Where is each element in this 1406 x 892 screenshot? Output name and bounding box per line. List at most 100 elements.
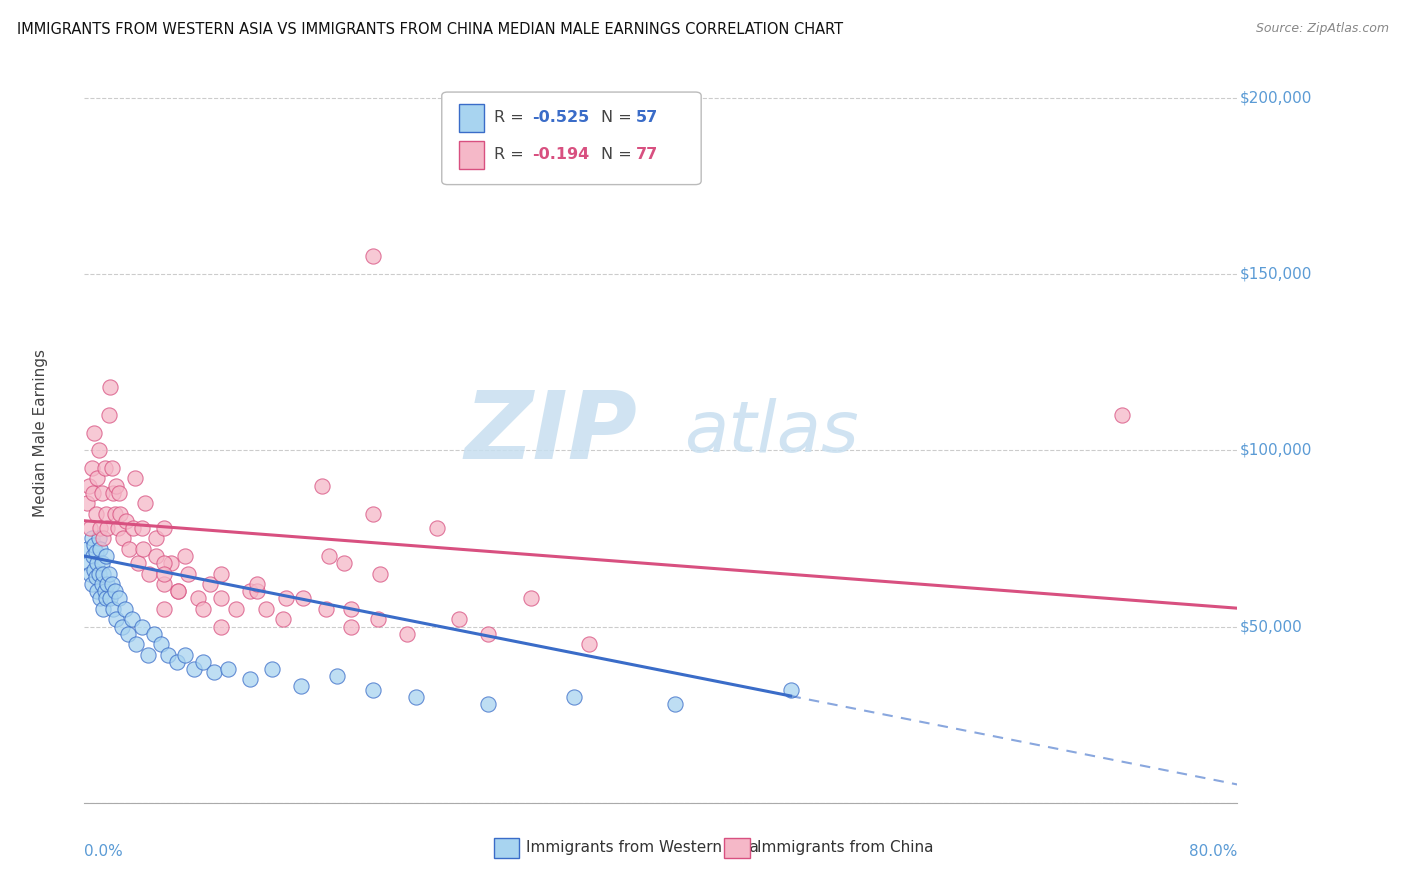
Point (80, 577, 103, 591)
Point (361, 507, 384, 521)
Point (290, 680, 312, 694)
Point (239, 584, 262, 599)
Point (121, 612, 143, 626)
Point (93, 461, 115, 475)
Point (131, 619, 153, 633)
Point (361, 683, 384, 698)
Point (145, 532, 167, 546)
Point (405, 690, 427, 704)
Text: Immigrants from China: Immigrants from China (756, 840, 934, 855)
Point (145, 549, 167, 563)
Point (77, 556, 100, 570)
Point (82, 485, 104, 500)
Point (191, 602, 214, 616)
Point (93, 584, 115, 599)
Point (125, 637, 148, 651)
Text: $200,000: $200,000 (1240, 90, 1312, 105)
Point (340, 619, 363, 633)
Point (87, 443, 110, 458)
Point (311, 478, 333, 492)
Point (160, 556, 183, 570)
Point (94, 591, 117, 606)
Point (100, 577, 122, 591)
Point (152, 556, 174, 570)
Point (84, 570, 107, 584)
Point (91, 566, 114, 581)
Point (108, 591, 131, 606)
Point (105, 612, 128, 626)
Point (100, 461, 122, 475)
Point (82, 549, 104, 563)
Point (271, 612, 294, 626)
Point (86, 584, 108, 599)
Point (167, 584, 190, 599)
Point (80, 461, 103, 475)
Point (136, 648, 159, 662)
Point (96, 521, 118, 535)
Point (396, 626, 419, 640)
Point (276, 591, 298, 606)
Point (80, 532, 103, 546)
Point (209, 619, 232, 633)
Point (198, 577, 221, 591)
Point (152, 521, 174, 535)
Point (84, 507, 107, 521)
Point (152, 602, 174, 616)
Point (124, 471, 146, 485)
Point (104, 507, 127, 521)
Point (83, 425, 105, 440)
Point (115, 514, 138, 528)
Point (127, 556, 149, 570)
Point (107, 521, 129, 535)
Point (89, 541, 111, 556)
Point (117, 626, 139, 640)
Point (166, 655, 188, 669)
Point (91, 602, 114, 616)
FancyBboxPatch shape (724, 838, 749, 857)
Point (84, 545, 107, 559)
Point (260, 662, 283, 676)
Text: 0.0%: 0.0% (84, 844, 124, 858)
Text: R =: R = (494, 147, 529, 162)
Point (318, 549, 340, 563)
Point (103, 485, 124, 500)
Point (187, 591, 209, 606)
Point (79, 521, 101, 535)
Point (108, 485, 131, 500)
Point (76, 496, 98, 510)
Text: Median Male Earnings: Median Male Earnings (34, 349, 48, 516)
Point (103, 602, 124, 616)
Point (87, 566, 110, 581)
Point (520, 591, 543, 606)
Point (97, 566, 120, 581)
Point (132, 541, 155, 556)
Point (90, 485, 112, 500)
Point (325, 669, 347, 683)
Point (167, 584, 190, 599)
Point (564, 690, 586, 704)
Point (98, 591, 121, 606)
Point (183, 662, 205, 676)
Point (225, 602, 247, 616)
Text: 57: 57 (636, 111, 658, 126)
Point (477, 626, 499, 640)
Point (664, 697, 686, 711)
Point (174, 648, 197, 662)
FancyBboxPatch shape (460, 141, 485, 169)
Point (104, 584, 127, 599)
Point (292, 591, 315, 606)
FancyBboxPatch shape (494, 838, 519, 857)
Point (218, 662, 240, 676)
Text: Immigrants from Western Asia: Immigrants from Western Asia (526, 840, 759, 855)
Point (77, 478, 100, 492)
Point (90, 577, 112, 591)
Text: atlas: atlas (683, 398, 859, 467)
Point (246, 577, 269, 591)
Text: IMMIGRANTS FROM WESTERN ASIA VS IMMIGRANTS FROM CHINA MEDIAN MALE EARNINGS CORRE: IMMIGRANTS FROM WESTERN ASIA VS IMMIGRAN… (17, 22, 844, 37)
Point (779, 683, 801, 698)
FancyBboxPatch shape (460, 103, 485, 132)
Text: ZIP: ZIP (465, 386, 638, 479)
Point (202, 665, 225, 680)
Point (111, 619, 134, 633)
Text: $100,000: $100,000 (1240, 442, 1312, 458)
